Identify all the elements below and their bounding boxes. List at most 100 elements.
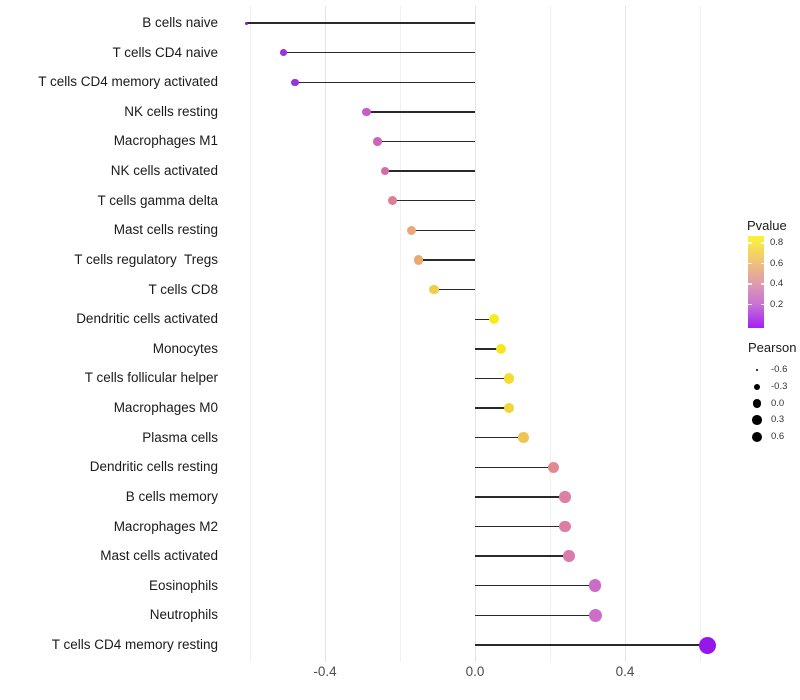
data-point (503, 373, 514, 384)
lollipop-stem (475, 614, 595, 617)
lollipop-stem (475, 466, 554, 468)
lollipop-stem (411, 229, 475, 232)
colorbar-tick-label: 0.4 (770, 278, 784, 289)
lollipop-stem (283, 51, 475, 54)
colorbar-tick-right (760, 303, 764, 306)
size-legend-dot (755, 368, 759, 372)
size-legend-dot (752, 399, 762, 408)
lollipop-stem (475, 525, 565, 528)
y-axis-label: NK cells resting (124, 103, 218, 119)
data-point (406, 225, 416, 235)
pvalue-colorbar (748, 236, 764, 328)
data-point (428, 284, 439, 295)
x-minor-gridline (249, 6, 251, 662)
x-minor-gridline (549, 6, 551, 662)
x-axis-tick-label: 0.4 (615, 664, 635, 679)
lollipop-stem (295, 81, 475, 83)
data-point (562, 550, 575, 562)
lollipop-stem (366, 111, 475, 113)
size-legend-dot (751, 431, 763, 443)
colorbar-tick-right (760, 283, 764, 285)
y-axis-label: NK cells activated (110, 163, 218, 179)
lollipop-stem (475, 348, 502, 350)
x-major-gridline (624, 6, 626, 662)
lollipop-stem (475, 318, 494, 320)
colorbar-tick-right (760, 262, 764, 265)
pearson-legend-title: Pearson (748, 340, 797, 355)
lollipop-stem (475, 377, 509, 380)
y-axis-label: B cells naive (142, 15, 218, 30)
size-legend-label: -0.3 (771, 381, 788, 392)
y-axis-label: T cells CD4 memory resting (51, 637, 218, 653)
lollipop-stem (475, 644, 708, 646)
data-point (380, 166, 390, 176)
data-point (518, 432, 530, 443)
data-point (244, 21, 248, 25)
lollipop-stem (433, 288, 475, 291)
colorbar-tick-left (748, 242, 752, 244)
colorbar-tick-label: 0.8 (770, 237, 784, 248)
data-point (496, 343, 507, 354)
data-point (559, 520, 571, 533)
lollipop-stem (475, 407, 509, 409)
x-axis-tick-label: -0.4 (313, 664, 337, 679)
data-point (361, 107, 371, 117)
y-axis-label: T cells CD4 naive (112, 44, 218, 60)
size-legend-dot (753, 383, 761, 391)
y-axis-label: T cells CD4 memory activated (38, 74, 218, 90)
y-axis-label: Neutrophils (149, 607, 218, 623)
y-axis-label: T cells regulatory Tregs (74, 251, 218, 267)
y-axis-label: T cells follicular helper (84, 370, 218, 386)
colorbar-tick-left (748, 303, 752, 306)
x-major-gridline (474, 6, 476, 662)
data-point (414, 255, 424, 265)
size-legend-label: 0.6 (771, 431, 785, 442)
y-axis-label: Plasma cells (142, 429, 218, 445)
x-major-gridline (324, 6, 326, 662)
plot-panel (233, 6, 745, 662)
y-axis-label: B cells memory (125, 488, 218, 504)
colorbar-tick-left (748, 283, 752, 285)
lollipop-stem (392, 200, 475, 202)
y-axis-label: Eosinophils (148, 577, 218, 593)
x-minor-gridline (699, 6, 701, 662)
lollipop-stem (246, 22, 475, 24)
colorbar-tick-label: 0.6 (770, 257, 784, 269)
y-axis-label: Dendritic cells resting (89, 459, 218, 475)
data-point (388, 196, 397, 206)
data-point (291, 78, 299, 86)
y-axis-label: Macrophages M2 (113, 518, 218, 534)
x-axis-tick-label: 0.0 (465, 664, 485, 679)
colorbar-tick-right (760, 242, 764, 244)
colorbar-tick-left (748, 262, 752, 265)
size-legend-label: 0.3 (771, 414, 785, 425)
lollipop-stem (377, 140, 475, 143)
data-point (488, 314, 499, 325)
data-point (548, 461, 560, 473)
size-legend-label: 0.0 (771, 397, 785, 409)
y-axis-label: Monocytes (152, 340, 218, 356)
lollipop-stem (475, 436, 524, 439)
size-legend-dot (752, 415, 762, 425)
data-point (588, 579, 602, 593)
lollipop-stem (475, 496, 565, 498)
y-axis-label: Dendritic cells activated (76, 311, 218, 327)
data-point (373, 137, 382, 146)
y-axis-label: T cells gamma delta (97, 192, 218, 208)
lollipop-stem (418, 259, 475, 261)
data-point (503, 402, 514, 414)
y-axis-label: Mast cells activated (100, 548, 218, 564)
data-point (559, 491, 571, 503)
x-minor-gridline (399, 6, 401, 662)
size-legend-label: -0.6 (771, 364, 788, 375)
lollipop-stem (475, 585, 595, 587)
pvalue-legend-title: Pvalue (747, 218, 787, 233)
y-axis-label: T cells CD8 (148, 281, 218, 297)
data-point (280, 49, 288, 56)
y-axis-label: Macrophages M1 (113, 133, 218, 149)
lollipop-stem (385, 170, 475, 172)
colorbar-tick-label: 0.2 (770, 298, 784, 310)
data-point (588, 608, 602, 622)
lollipop-stem (475, 555, 569, 557)
